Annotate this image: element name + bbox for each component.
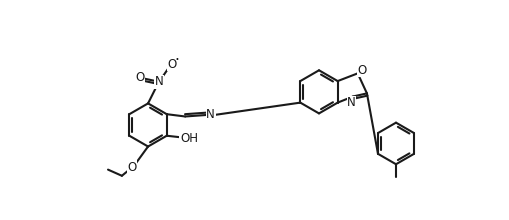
Text: N: N: [154, 75, 163, 88]
Text: O: O: [358, 64, 367, 77]
Text: ·: ·: [174, 53, 179, 68]
Text: O: O: [127, 161, 136, 174]
Text: N: N: [347, 96, 356, 109]
Text: O: O: [167, 58, 177, 71]
Text: O: O: [135, 72, 144, 84]
Text: OH: OH: [180, 132, 198, 145]
Text: N: N: [206, 108, 215, 121]
